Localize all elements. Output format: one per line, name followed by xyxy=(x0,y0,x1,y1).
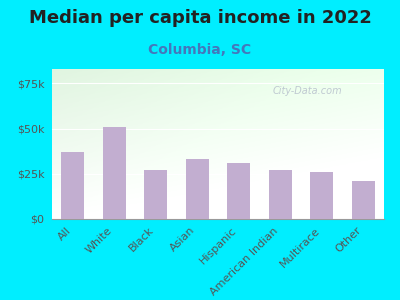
Bar xyxy=(310,172,333,219)
Text: Median per capita income in 2022: Median per capita income in 2022 xyxy=(28,9,372,27)
Bar xyxy=(352,181,375,219)
Bar xyxy=(269,170,292,219)
Bar xyxy=(227,163,250,219)
Bar xyxy=(61,152,84,219)
Text: Columbia, SC: Columbia, SC xyxy=(148,44,252,58)
Bar xyxy=(186,159,209,219)
Text: City-Data.com: City-Data.com xyxy=(273,86,342,97)
Bar xyxy=(103,127,126,219)
Bar xyxy=(144,170,167,219)
